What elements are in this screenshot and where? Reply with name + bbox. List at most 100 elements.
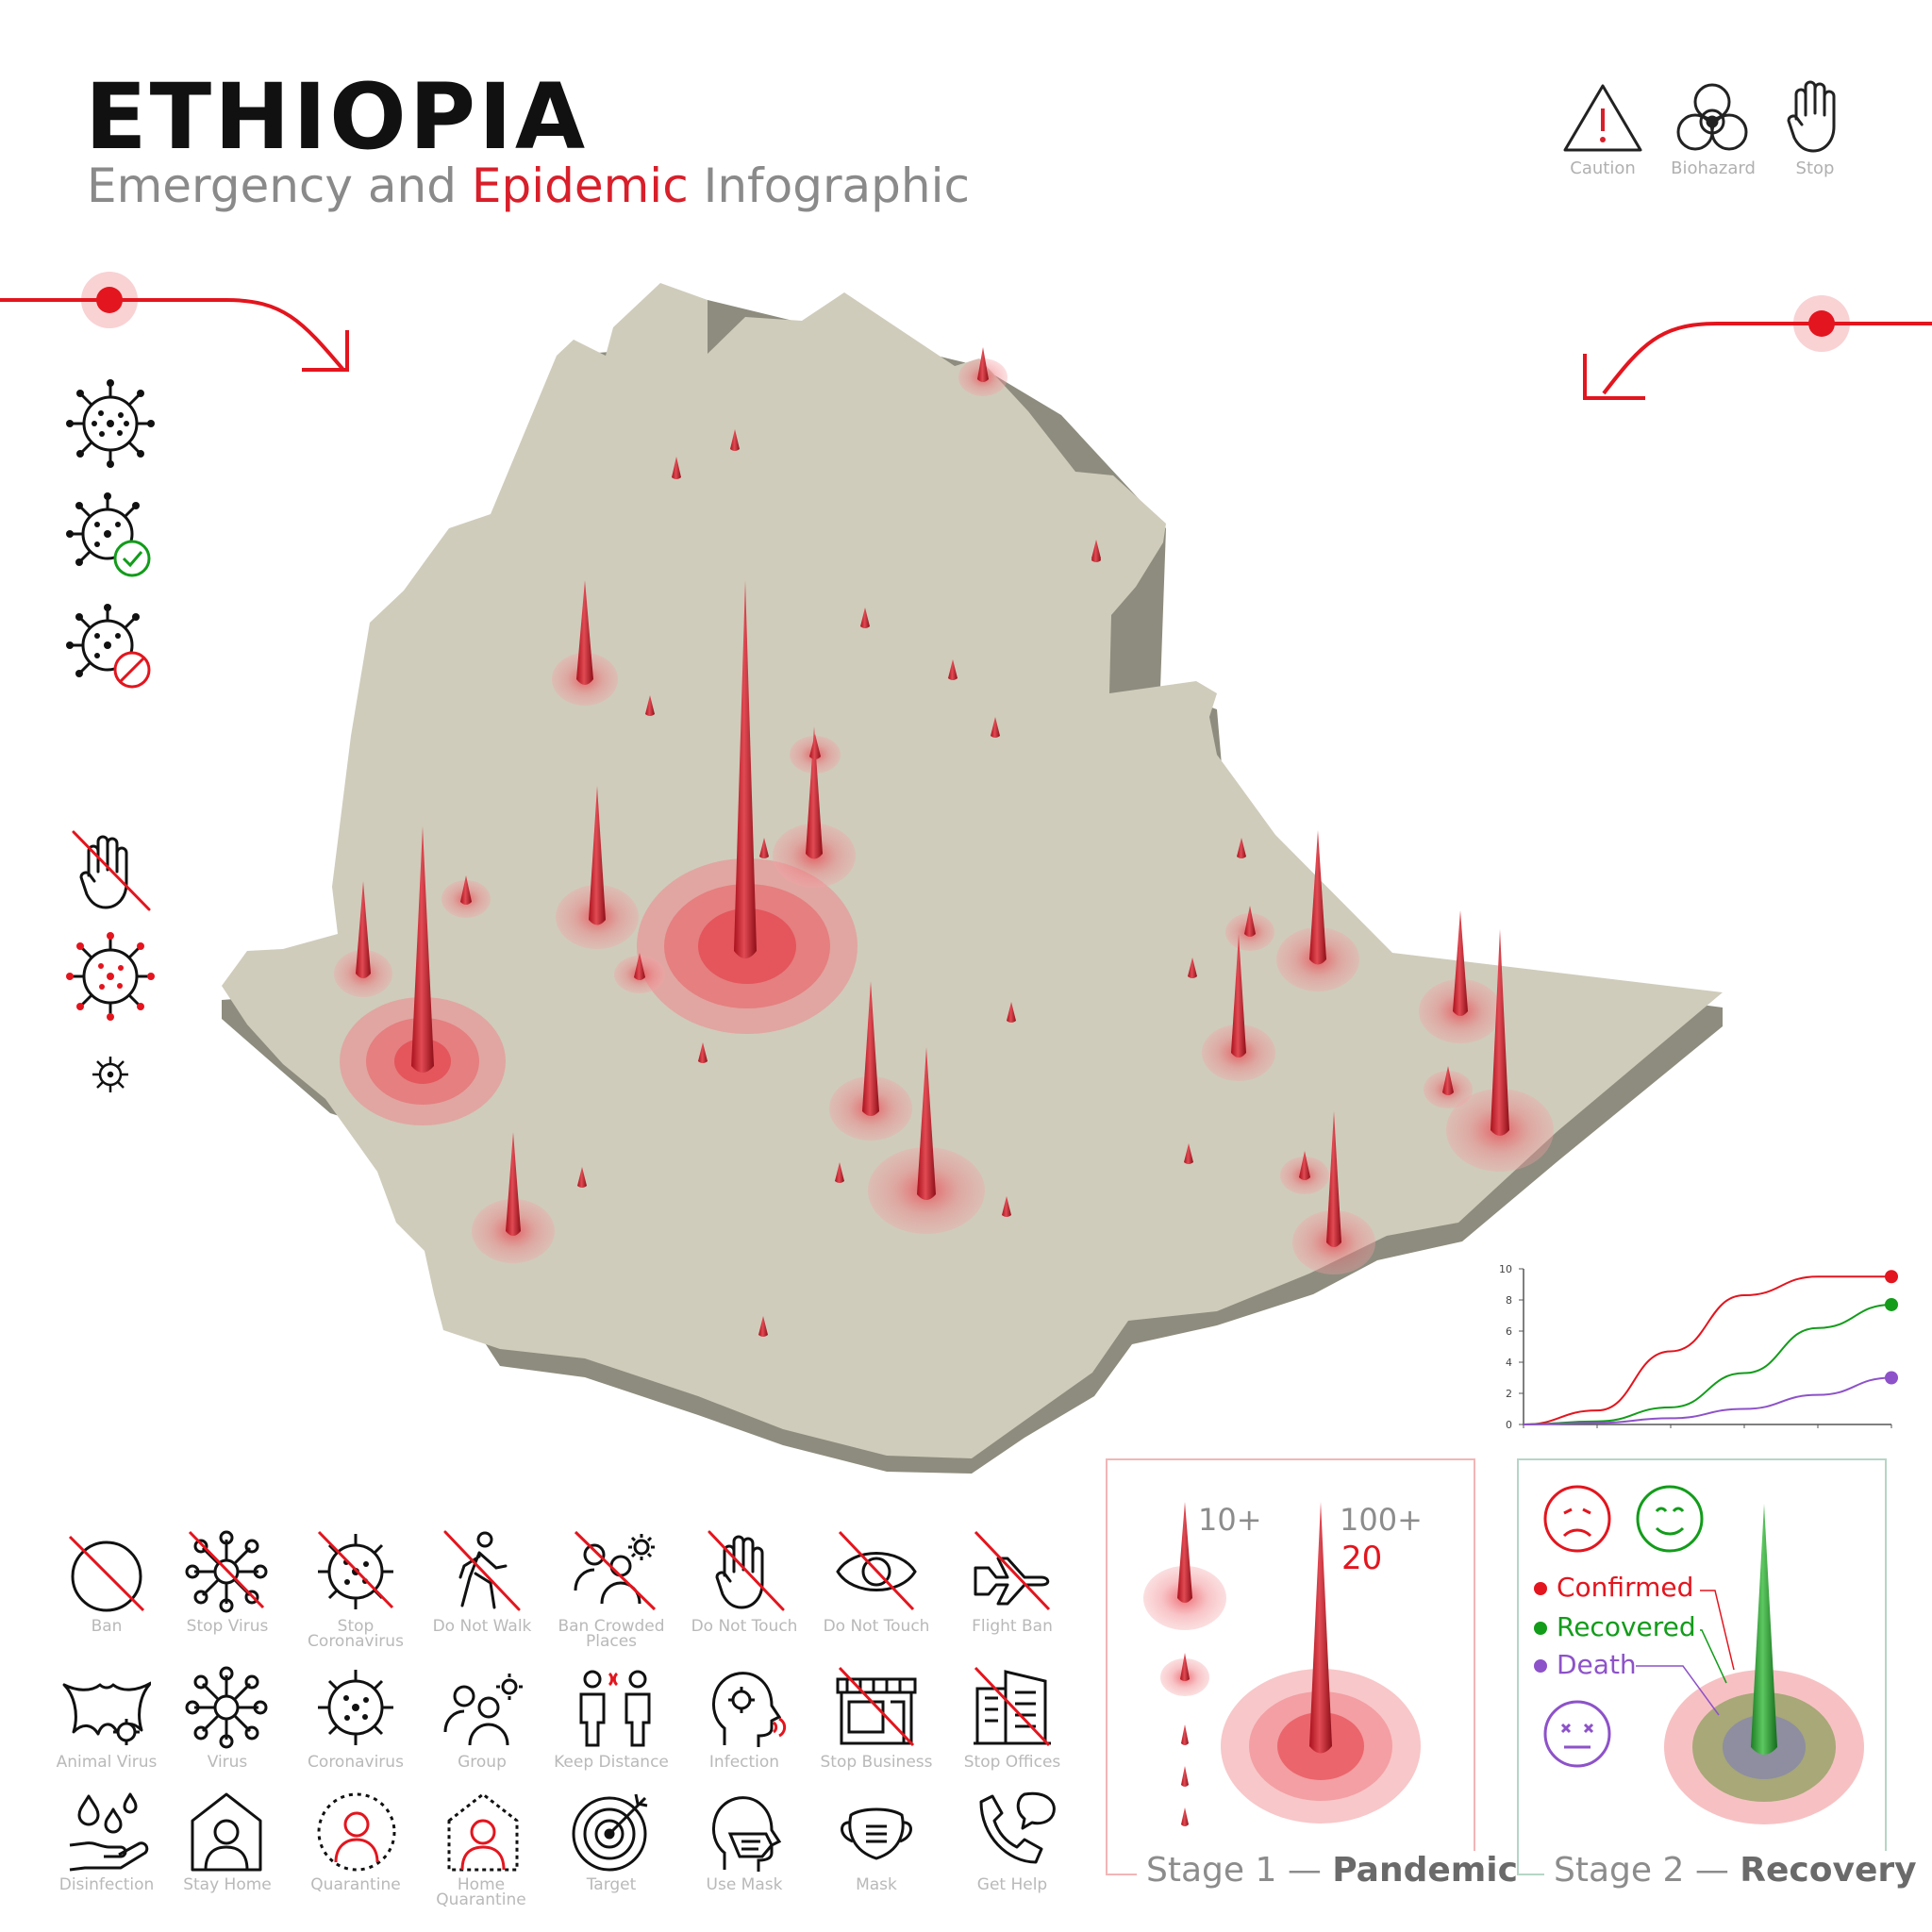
ban-icon	[68, 1535, 145, 1612]
sad-face-icon	[1543, 1485, 1611, 1553]
stage1-illustration	[1143, 1502, 1421, 1826]
disinfection-icon	[69, 1792, 149, 1872]
use-mask-icon	[711, 1796, 782, 1872]
spike	[977, 347, 989, 382]
flight-ban-icon	[974, 1530, 1051, 1611]
page-title: ETHIOPIA	[85, 64, 589, 170]
icon-label: Stop Business	[820, 1753, 933, 1772]
chart-end-point-recovered	[1885, 1297, 1898, 1311]
spike	[1309, 830, 1326, 965]
icon-label: Mask	[856, 1875, 897, 1894]
ban-crowded-places-icon	[574, 1530, 657, 1611]
stop-offices-icon	[974, 1666, 1051, 1747]
spike	[672, 457, 681, 479]
chart-y-tick-label: 6	[1506, 1325, 1512, 1338]
spike	[1326, 1111, 1341, 1247]
spike	[1237, 838, 1246, 858]
icon-label: Virus	[207, 1753, 248, 1772]
spike	[860, 608, 870, 628]
coronavirus-icon	[318, 1670, 393, 1745]
spike	[634, 953, 645, 980]
stage2-illustration	[1543, 1485, 1864, 1824]
spike	[576, 580, 593, 685]
spike	[835, 1162, 844, 1183]
legend-dot	[1534, 1659, 1547, 1673]
spike	[1184, 1143, 1193, 1164]
subtitle-text: Emergency and	[87, 158, 472, 213]
icon-label: Coronavirus	[308, 1753, 404, 1772]
spike	[1244, 906, 1256, 937]
chart-series-death	[1523, 1376, 1892, 1425]
spike	[645, 695, 655, 716]
virus-banned-icon	[66, 604, 151, 689]
chart-y-tick-label: 10	[1499, 1263, 1512, 1275]
icon-label: Home Quarantine	[436, 1875, 526, 1909]
spike	[1091, 540, 1101, 560]
spike	[862, 981, 879, 1116]
stage1-small-value: 10+	[1198, 1502, 1262, 1538]
icon-label: Do Not Touch	[691, 1617, 798, 1636]
home-quarantine-icon	[447, 1792, 519, 1872]
spike	[734, 580, 757, 958]
quarantine-icon	[317, 1792, 396, 1872]
spike	[589, 786, 606, 925]
chart-series-recovered	[1523, 1303, 1892, 1425]
stage1-big-value: 100+	[1340, 1502, 1423, 1538]
subtitle-text-end: Infographic	[688, 158, 970, 213]
chart-y-tick-label: 4	[1506, 1357, 1512, 1369]
legend-label: Death	[1557, 1649, 1637, 1680]
chart-axes	[1523, 1269, 1891, 1425]
dead-face-icon	[1543, 1700, 1611, 1768]
spike	[758, 1316, 768, 1337]
stage1-count: 20	[1341, 1540, 1383, 1577]
do-not-touch-eye-icon	[836, 1530, 917, 1611]
chart-y-tick-label: 0	[1506, 1419, 1512, 1431]
map-surface	[222, 283, 1723, 1458]
icon-label: Stop Virus	[186, 1617, 269, 1636]
spike	[991, 717, 1000, 738]
chart-series	[1523, 1270, 1898, 1425]
chart-axis-line	[1523, 1269, 1891, 1425]
spike	[577, 1167, 587, 1188]
icon-label: Ban	[91, 1617, 123, 1636]
icon-label: Flight Ban	[972, 1617, 1053, 1636]
spike	[1007, 1002, 1016, 1023]
spike	[948, 659, 958, 680]
stop-label: Stop	[1795, 158, 1835, 178]
legend-dot	[1534, 1622, 1547, 1635]
spike	[759, 838, 769, 858]
legend-recovered: Recovered	[1534, 1611, 1696, 1642]
icon-label: Target	[586, 1875, 637, 1894]
legend-label: Confirmed	[1557, 1572, 1694, 1603]
spike	[356, 881, 371, 978]
biohazard-label: Biohazard	[1671, 158, 1756, 178]
subtitle-accent: Epidemic	[471, 158, 689, 213]
chart-y-tick-label: 2	[1506, 1388, 1512, 1400]
icon-label: Do Not Touch	[823, 1617, 930, 1636]
spike	[460, 875, 472, 905]
stage2-label-bold: Recovery	[1740, 1851, 1917, 1890]
stage2-label-plain: Stage 2 —	[1554, 1851, 1740, 1890]
caution-label: Caution	[1570, 158, 1636, 178]
mask-icon	[841, 1807, 912, 1860]
spike	[411, 826, 434, 1073]
chart-end-point-death	[1885, 1371, 1898, 1385]
icon-label: Group	[458, 1753, 507, 1772]
stop-business-icon	[836, 1666, 917, 1747]
virus-icon	[66, 379, 155, 468]
spike	[1491, 929, 1509, 1136]
infection-head-icon	[711, 1672, 787, 1747]
icon-label: Stop Offices	[963, 1753, 1061, 1772]
legend-confirmed: Confirmed	[1534, 1572, 1693, 1603]
virus-red-icon	[66, 932, 155, 1021]
legend-death: Death	[1534, 1649, 1637, 1680]
warning-triangle-icon	[1561, 80, 1644, 156]
spike	[1442, 1066, 1454, 1095]
virus-checked-icon	[66, 492, 151, 577]
icon-label: Disinfection	[58, 1875, 155, 1894]
do-not-touch-hand-icon	[708, 1530, 785, 1611]
icon-label: Quarantine	[310, 1875, 401, 1894]
spike	[730, 429, 740, 451]
animal-virus-bat-icon	[62, 1681, 151, 1745]
